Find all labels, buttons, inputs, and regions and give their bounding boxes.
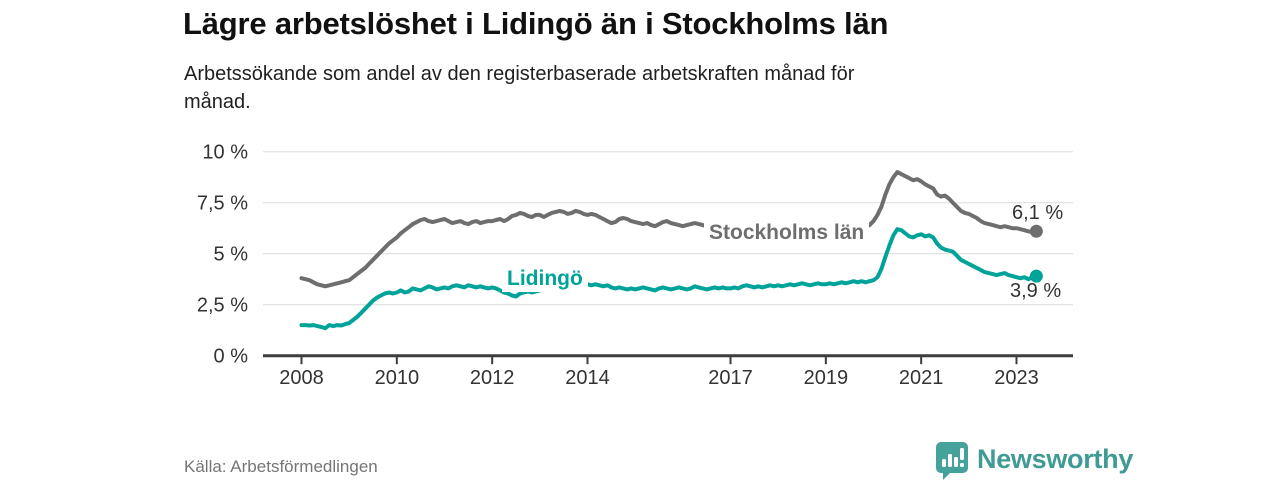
y-axis-label: 0 % [214, 346, 249, 368]
end-value-lidingo: 3,9 % [1010, 280, 1062, 302]
lidingo-end-dot [1029, 269, 1043, 283]
x-axis-label: 2014 [565, 367, 610, 389]
brand-name: Newsworthy [977, 444, 1134, 474]
source-note: Källa: Arbetsförmedlingen [184, 457, 378, 476]
x-axis-label: 2023 [994, 367, 1039, 389]
x-axis-label: 2008 [279, 367, 324, 389]
newsworthy-logo: Newsworthy [936, 442, 1133, 480]
x-axis-label: 2021 [899, 367, 944, 389]
y-axis-label: 7,5 % [197, 193, 248, 215]
end-value-stockholms-lan: 6,1 % [1012, 202, 1064, 224]
x-axis-label: 2019 [804, 367, 849, 389]
x-axis-label: 2017 [708, 367, 753, 389]
stockholms-lan-line [299, 170, 1039, 289]
bar-chart-speech-bubble-icon [936, 442, 968, 480]
series-label-stockholms-lan: Stockholms län [704, 220, 870, 246]
chart-subtitle: Arbetssökande som andel av den registerb… [184, 63, 855, 113]
x-axis-label: 2010 [375, 367, 420, 389]
y-axis-label: 2,5 % [197, 295, 248, 317]
y-axis-label: 5 % [214, 244, 249, 266]
line-chart: 0 % 2,5 % 5 % 7,5 % 10 % 2008 2010 2012 2014 2017… [197, 142, 1073, 389]
lidingo-line [299, 227, 1039, 331]
series-label-lidingo: Lidingö [502, 266, 588, 292]
y-axis-label: 10 % [202, 142, 248, 164]
chart-title: Lägre arbetslöshet i Lidingö än i Stockh… [183, 6, 889, 41]
x-axis-label: 2012 [470, 367, 515, 389]
stockholms-lan-end-dot [1029, 224, 1043, 238]
